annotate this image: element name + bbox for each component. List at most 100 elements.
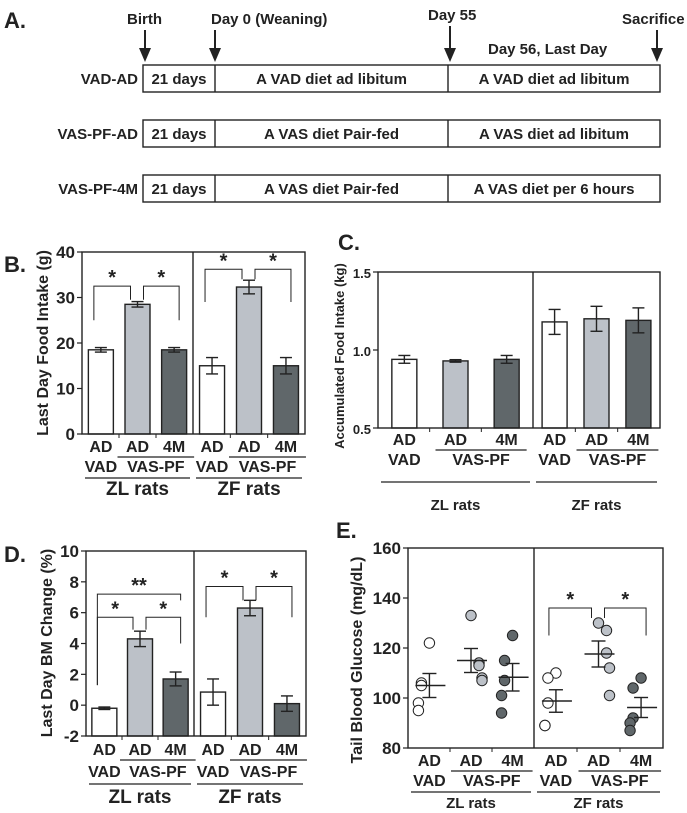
category-label: AD — [238, 742, 261, 759]
panel-label: E. — [336, 518, 357, 543]
diet-label: VAD — [88, 764, 121, 781]
bar — [162, 678, 189, 737]
timeline-marker-label: Day 55 — [428, 7, 476, 24]
significance-marker: * — [221, 567, 229, 589]
data-point — [542, 697, 554, 709]
y-tick-label: 6 — [70, 604, 79, 623]
diet-label: VAD — [85, 459, 118, 476]
bar — [124, 303, 151, 435]
category-label: AD — [587, 753, 610, 770]
significance-bracket — [145, 616, 182, 644]
data-point — [542, 672, 554, 684]
significance-bracket — [93, 285, 131, 321]
category-label: AD — [418, 753, 441, 770]
diet-label: VAD — [196, 459, 229, 476]
significance-marker: * — [621, 589, 629, 611]
timeline-segment: 21 days — [151, 71, 206, 88]
panel-label: C. — [338, 230, 360, 255]
category-label: AD — [200, 439, 223, 456]
arrow-head-icon — [651, 48, 663, 62]
data-point — [423, 637, 436, 649]
data-point — [465, 609, 477, 622]
data-point — [495, 689, 508, 702]
y-tick-label: 20 — [56, 334, 75, 353]
bar — [391, 358, 418, 429]
timeline-segment: A VAD diet ad libitum — [256, 71, 407, 88]
significance-marker: * — [111, 598, 119, 620]
y-tick-label: 10 — [60, 542, 79, 561]
significance-bracket — [548, 607, 592, 636]
timeline-panel: A. Birth Day 0 (Weaning) Day 55 Sacrifice Day… — [4, 7, 685, 203]
data-point — [539, 719, 551, 732]
significance-marker: * — [157, 267, 165, 289]
data-point — [624, 724, 636, 737]
last-day-label: Day 56, Last Day — [488, 41, 608, 58]
category-label: AD — [128, 742, 151, 759]
category-label: 4M — [501, 753, 523, 770]
group-label: ZF rats — [218, 787, 281, 808]
diet-label: VAS-PF — [129, 764, 187, 781]
diet-label: VAS-PF — [463, 773, 521, 790]
timeline-bar — [142, 64, 661, 93]
timeline-marker-label: Birth — [127, 11, 162, 28]
diet-label: VAD — [388, 452, 421, 469]
bar — [91, 707, 118, 737]
category-label: 4M — [276, 742, 298, 759]
y-tick-label: -2 — [64, 727, 79, 746]
category-label: AD — [459, 753, 482, 770]
arrow-head-icon — [209, 48, 221, 62]
y-tick-label: 8 — [70, 573, 79, 592]
category-label: AD — [89, 439, 112, 456]
timeline-segment: A VAS diet per 6 hours — [474, 181, 635, 198]
panel-label: A. — [4, 8, 26, 33]
significance-bracket — [96, 593, 182, 686]
plot-frame — [85, 550, 307, 737]
timeline-segment: A VAS diet Pair-fed — [264, 181, 399, 198]
category-label: AD — [393, 432, 416, 449]
bar — [442, 360, 469, 429]
category-label: AD — [585, 432, 608, 449]
significance-marker: * — [159, 598, 167, 620]
diet-label: VAD — [538, 452, 571, 469]
timeline-row: VAD-AD 21 days A VAD diet ad libitum A VAD … — [81, 64, 661, 93]
bar — [236, 607, 264, 737]
y-tick-label: 0.5 — [353, 422, 371, 437]
timeline-bar — [142, 119, 661, 148]
timeline-marker-label: Day 0 (Weaning) — [211, 11, 327, 28]
bar — [87, 349, 115, 435]
row-label: VAS-PF-AD — [57, 126, 138, 143]
data-point — [476, 674, 488, 687]
diet-label: VAS-PF — [240, 764, 298, 781]
y-tick-label: 1.0 — [353, 344, 371, 359]
chart-panel-b: B. Last Day Food Intake (g) 0 10 20 30 40 * * * * A… — [4, 243, 306, 500]
y-tick-label: 1.5 — [353, 266, 371, 281]
arrow-head-icon — [139, 48, 151, 62]
significance-bracket — [205, 585, 244, 618]
y-axis-label: Tail Blood Glucose (mg/dL) — [349, 557, 366, 764]
bar — [493, 358, 520, 429]
category-label: 4M — [627, 432, 649, 449]
chart-panel-e: E. Tail Blood Glucose (mg/dL) 80 100 120 140 1… — [336, 518, 664, 812]
y-tick-label: 100 — [373, 689, 401, 708]
y-tick-label: 4 — [70, 635, 80, 654]
y-axis-label: Last Day Food Intake (g) — [35, 250, 52, 436]
diet-label: VAS-PF — [239, 459, 297, 476]
category-label: 4M — [275, 439, 297, 456]
row-label: VAS-PF-4M — [58, 181, 138, 198]
significance-bracket — [143, 285, 180, 321]
group-label: ZL rats — [431, 497, 481, 514]
diet-label: VAS-PF — [127, 459, 185, 476]
y-tick-label: 80 — [382, 739, 401, 758]
significance-marker: * — [108, 267, 116, 289]
category-label: 4M — [496, 432, 518, 449]
diet-label: VAS-PF — [591, 773, 649, 790]
data-point — [495, 707, 508, 719]
y-axis-label: Last Day BM Change (%) — [39, 549, 56, 737]
data-point — [635, 672, 647, 684]
significance-marker: * — [270, 567, 278, 589]
category-label: AD — [444, 432, 467, 449]
data-point — [600, 647, 613, 659]
data-point — [412, 704, 425, 717]
significance-bracket — [604, 607, 647, 636]
row-label: VAD-AD — [81, 71, 138, 88]
